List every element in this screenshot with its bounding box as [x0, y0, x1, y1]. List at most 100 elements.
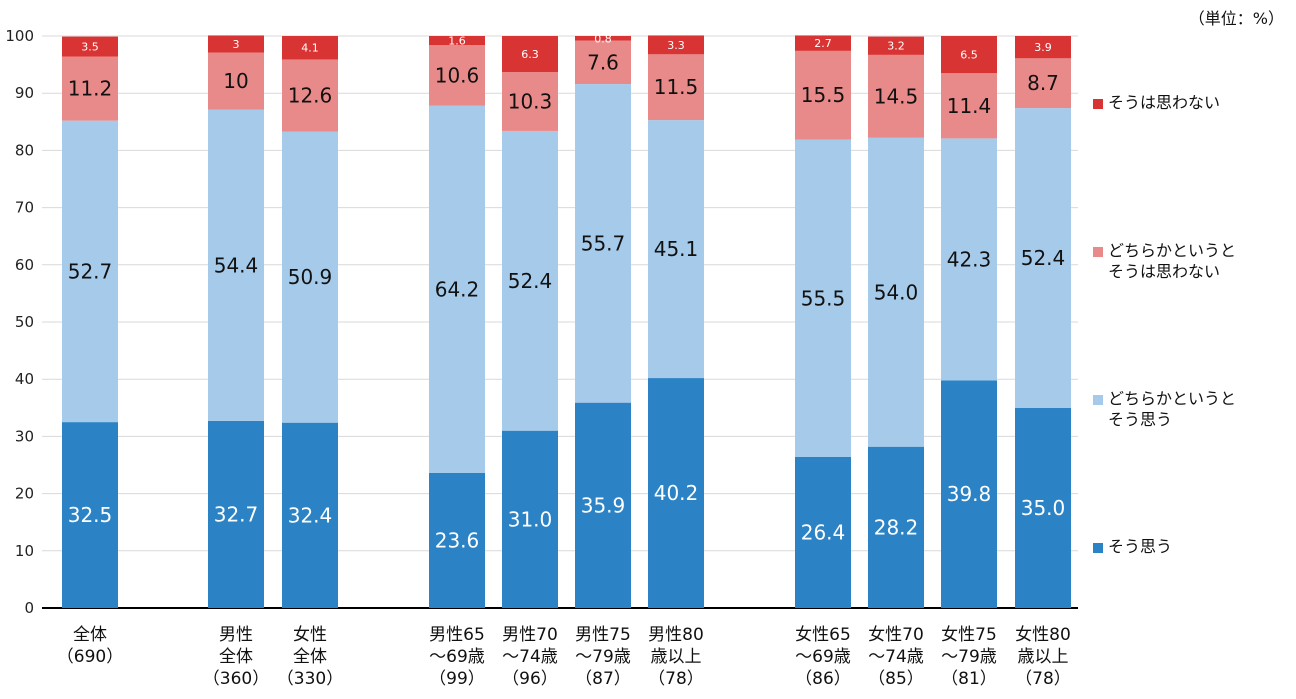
- legend-line: どちらかというと: [1108, 241, 1236, 260]
- bar-segment: [62, 120, 118, 423]
- x-tick-line: 男性75: [575, 625, 631, 645]
- legend-line: そう思う: [1108, 410, 1172, 429]
- data-label: 42.3: [947, 247, 992, 271]
- bar-segment: [502, 430, 558, 608]
- data-label: 52.4: [1021, 246, 1066, 270]
- x-tick-line: 歳以上: [651, 647, 702, 667]
- bar-segment: [62, 56, 118, 121]
- data-label: 3.2: [887, 40, 905, 53]
- x-tick-line: 女性: [293, 625, 327, 645]
- x-tick-line: （87）: [575, 669, 631, 689]
- data-label: 6.3: [521, 48, 539, 61]
- x-tick-line: 全体: [293, 647, 327, 667]
- bar-segment: [502, 72, 558, 131]
- bar-segment: [868, 54, 924, 138]
- x-tick-label: 男性全体（360）: [203, 625, 269, 689]
- data-label: 11.5: [654, 75, 699, 99]
- y-tick-label: 80: [15, 141, 34, 159]
- y-tick-label: 60: [15, 256, 34, 274]
- legend-entry: そう思う: [1108, 537, 1172, 556]
- bar-segment: [795, 456, 851, 608]
- bar-segment: [941, 380, 997, 608]
- x-tick-line: （81）: [941, 669, 997, 689]
- legend-line: そう思う: [1108, 537, 1172, 556]
- data-label: 28.2: [874, 515, 919, 539]
- data-label: 10.3: [508, 89, 553, 113]
- data-label: 6.5: [960, 49, 978, 62]
- x-tick-line: （99）: [429, 669, 485, 689]
- bar-segment: [648, 54, 704, 121]
- x-tick-line: 男性70: [502, 625, 558, 645]
- bar-segment: [208, 35, 264, 53]
- bar-segment: [795, 35, 851, 51]
- bar-segment: [429, 45, 485, 106]
- bar-segment: [282, 36, 338, 60]
- y-tick-label: 30: [15, 427, 34, 445]
- x-tick-line: 歳以上: [1018, 647, 1069, 667]
- x-tick-line: （330）: [277, 669, 343, 689]
- x-tick-label: 男性65 ～69歳（99）: [429, 625, 485, 689]
- data-label: 1.6: [448, 35, 466, 48]
- legend-swatch: [1093, 247, 1103, 257]
- x-axis: 全体（690）男性全体（360）女性全体（330）男性65 ～69歳（99）男性7…: [57, 625, 1071, 689]
- bar-segment: [1015, 58, 1071, 109]
- x-tick-line: 女性65: [795, 625, 851, 645]
- bar-segment: [1015, 108, 1071, 408]
- x-tick-line: ～74歳: [502, 647, 558, 667]
- bar-segment: [1015, 36, 1071, 59]
- data-label: 10: [223, 69, 248, 93]
- legend-line: そうは思わない: [1108, 262, 1220, 281]
- data-label: 35.9: [581, 493, 626, 517]
- x-tick-line: ～79歳: [941, 647, 997, 667]
- data-label: 3.5: [81, 41, 99, 54]
- bar-segment: [575, 36, 631, 41]
- x-tick-label: 女性75 ～79歳（81）: [941, 625, 997, 689]
- data-label: 2.7: [814, 37, 832, 50]
- data-label: 52.4: [508, 269, 553, 293]
- y-tick-label: 10: [15, 542, 34, 560]
- legend-entry: どちらかというとそうは思わない: [1108, 241, 1236, 281]
- data-label: 14.5: [874, 84, 919, 108]
- x-tick-line: 女性75: [941, 625, 997, 645]
- x-tick-line: 男性65: [429, 625, 485, 645]
- y-tick-label: 100: [5, 27, 34, 45]
- bar-segment: [868, 36, 924, 55]
- bar-segment: [502, 130, 558, 431]
- data-label: 31.0: [508, 507, 553, 531]
- bar-segment: [62, 422, 118, 608]
- data-label: 4.1: [301, 42, 319, 55]
- x-tick-line: 女性70: [868, 625, 924, 645]
- bar-segment: [648, 378, 704, 608]
- x-tick-label: 女性全体（330）: [277, 625, 343, 689]
- bar-segment: [429, 105, 485, 474]
- data-label: 64.2: [435, 277, 480, 301]
- x-tick-line: 女性80: [1015, 625, 1071, 645]
- y-tick-label: 70: [15, 199, 34, 217]
- y-tick-label: 40: [15, 370, 34, 388]
- x-tick-label: 女性65 ～69歳（86）: [795, 625, 851, 689]
- x-tick-line: 全体: [219, 647, 253, 667]
- data-label: 3.3: [667, 39, 685, 52]
- x-tick-line: ～69歳: [795, 647, 851, 667]
- x-tick-line: （85）: [868, 669, 924, 689]
- bar-segment: [282, 422, 338, 608]
- data-label: 3.9: [1034, 41, 1052, 54]
- data-label: 32.4: [288, 503, 333, 527]
- bar-segment: [208, 52, 264, 110]
- x-tick-line: ～69歳: [429, 647, 485, 667]
- x-tick-line: 男性80: [648, 625, 704, 645]
- legend-swatch: [1093, 543, 1103, 553]
- bar-segment: [282, 131, 338, 423]
- bar-segment: [941, 73, 997, 139]
- bar-segment: [648, 120, 704, 379]
- x-tick-line: （360）: [203, 669, 269, 689]
- x-tick-label: 男性70 ～74歳（96）: [502, 625, 558, 689]
- data-label: 55.7: [581, 231, 626, 255]
- x-tick-line: 全体: [73, 625, 107, 645]
- bar-segment: [941, 36, 997, 74]
- data-label: 23.6: [435, 529, 480, 553]
- x-tick-label: 女性80 歳以上（78）: [1015, 625, 1071, 689]
- x-tick-label: 男性80 歳以上（78）: [648, 625, 704, 689]
